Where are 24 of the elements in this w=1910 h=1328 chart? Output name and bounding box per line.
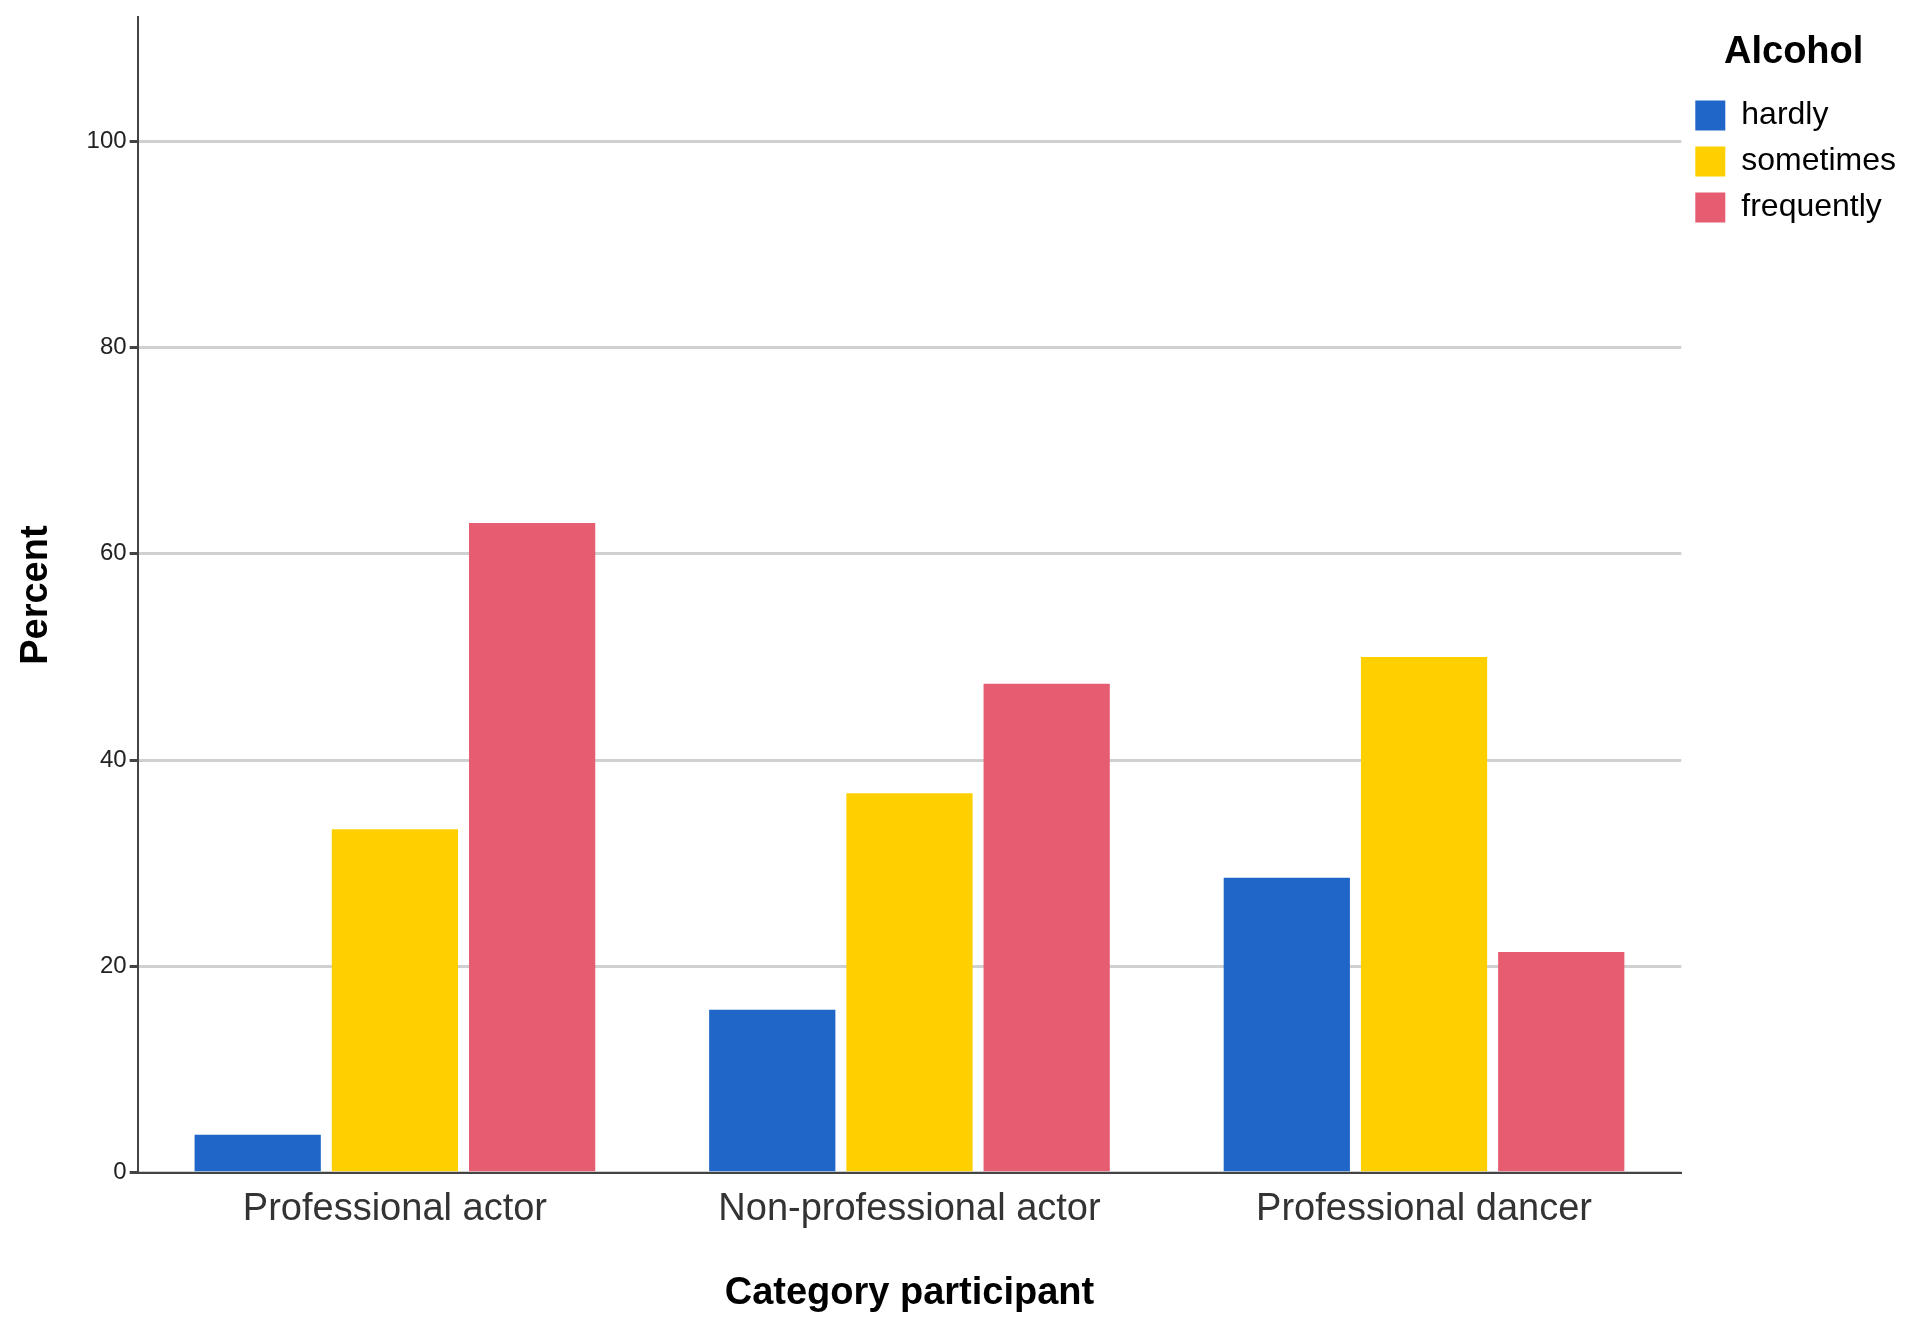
y-tick-label: 40: [99, 744, 127, 772]
bar: [194, 1134, 321, 1172]
y-tick-label: 60: [99, 538, 127, 566]
x-axis-title: Category participant: [724, 1269, 1095, 1312]
x-tick-label: Professional dancer: [1256, 1186, 1593, 1229]
bar: [709, 1009, 836, 1172]
bar: [1223, 877, 1350, 1172]
legend-label: hardly: [1741, 95, 1829, 132]
y-tick-label: 0: [113, 1157, 127, 1185]
legend-title: Alcohol: [1723, 29, 1864, 72]
y-axis-title: Percent: [13, 525, 56, 665]
bar: [1360, 657, 1488, 1172]
bar: [331, 829, 459, 1172]
x-tick-label: Professional actor: [242, 1186, 548, 1229]
y-tick-label: 80: [99, 332, 127, 360]
legend-label: frequently: [1741, 187, 1882, 224]
bar: [1498, 952, 1625, 1172]
bar: [469, 522, 596, 1172]
x-tick-label: Non-professional actor: [718, 1186, 1101, 1229]
legend-label: sometimes: [1741, 141, 1896, 178]
y-tick-label: 20: [99, 951, 127, 979]
bar: [983, 683, 1110, 1172]
bar: [846, 793, 973, 1172]
y-tick-label: 100: [86, 125, 127, 153]
